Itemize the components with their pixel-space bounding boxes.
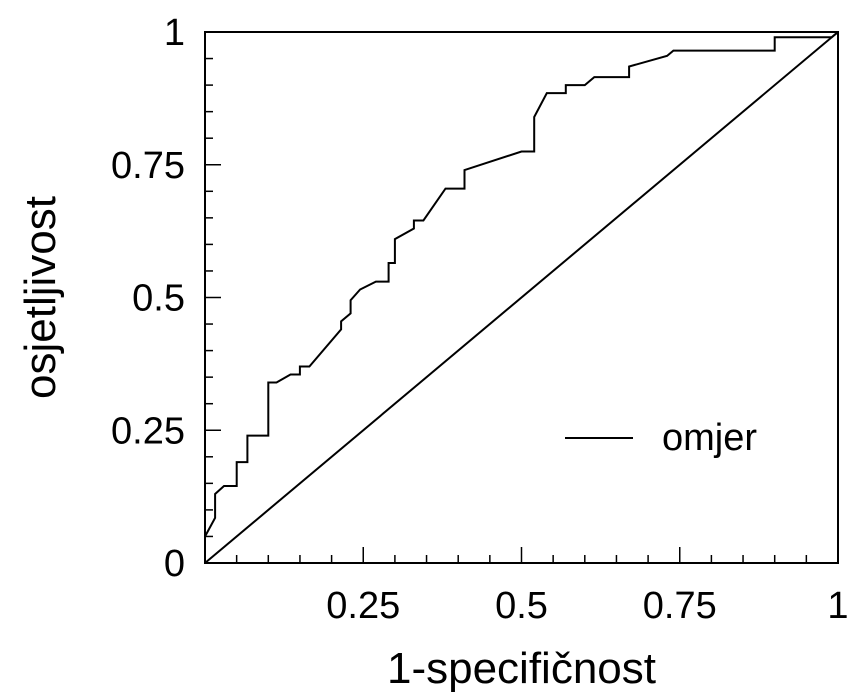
tick-marks	[205, 57, 808, 563]
diagonal-reference-line	[204, 31, 839, 564]
y-tick-labels: 0 0.25 0.5 0.75 1	[111, 12, 185, 585]
y-tick-label: 0.75	[111, 145, 185, 187]
x-tick-label: 0.5	[495, 585, 548, 627]
y-tick-label: 0.5	[132, 278, 185, 320]
y-tick-label: 0.25	[111, 410, 185, 452]
y-axis-title: osjetljivost	[16, 196, 65, 399]
y-tick-label: 0	[164, 543, 185, 585]
plot-series	[204, 31, 839, 564]
x-tick-label: 1	[827, 585, 848, 627]
legend-label-omjer: omjer	[662, 417, 757, 459]
series-line-omjer	[204, 31, 839, 537]
x-axis-title: 1-specifičnost	[387, 644, 656, 693]
x-tick-label: 0.25	[326, 585, 400, 627]
legend: omjer	[565, 417, 757, 459]
y-tick-label: 1	[164, 12, 185, 54]
x-tick-labels: 0.25 0.5 0.75 1	[326, 585, 848, 627]
x-tick-label: 0.75	[643, 585, 717, 627]
plot-frame	[204, 31, 839, 564]
